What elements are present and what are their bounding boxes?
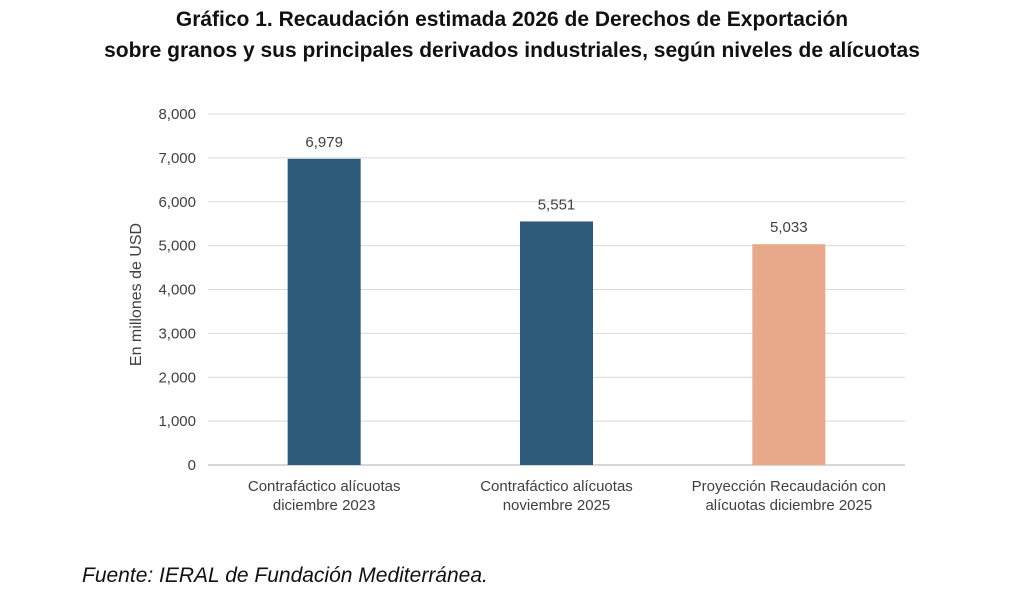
y-tick-label: 0: [188, 457, 196, 474]
y-tick-label: 4,000: [158, 282, 196, 299]
chart-title: Gráfico 1. Recaudación estimada 2026 de …: [0, 4, 1024, 66]
y-tick-label: 2,000: [158, 369, 196, 386]
bar-chart: 0 1,000 2,000 3,000 4,000 5,000 6,000 7,000 8,00…: [128, 106, 905, 514]
chart-title-line-1: Gráfico 1. Recaudación estimada 2026 de …: [175, 8, 849, 31]
y-tick-label: 8,000: [158, 106, 196, 123]
bar: [287, 158, 361, 465]
x-tick-label: alícuotas diciembre 2025: [705, 497, 872, 514]
chart-title-line-2: sobre granos y sus principales derivados…: [104, 39, 920, 62]
x-tick-label: Contrafáctico alícuotas: [248, 478, 401, 495]
x-tick-label: noviembre 2025: [503, 497, 611, 514]
y-tick-label: 5,000: [158, 238, 196, 255]
y-tick-label: 7,000: [158, 150, 196, 167]
y-tick-label: 6,000: [158, 194, 196, 211]
y-tick-label: 3,000: [158, 325, 196, 342]
x-tick-label: Proyección Recaudación con: [692, 478, 886, 495]
data-label: 5,033: [770, 219, 808, 236]
source-note: Fuente: IERAL de Fundación Mediterránea.: [82, 564, 488, 587]
bar: [752, 244, 826, 465]
x-tick-label: Contrafáctico alícuotas: [480, 478, 633, 495]
data-label: 5,551: [538, 196, 576, 213]
y-axis-title: En millones de USD: [128, 223, 145, 366]
y-tick-label: 1,000: [158, 413, 196, 430]
bar: [520, 221, 593, 465]
data-label: 6,979: [305, 134, 343, 151]
x-tick-label: diciembre 2023: [273, 497, 376, 514]
